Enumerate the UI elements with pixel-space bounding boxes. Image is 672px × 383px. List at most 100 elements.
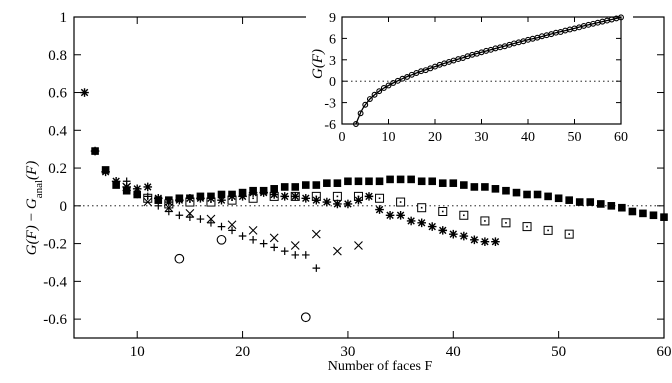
data-point-star — [427, 222, 437, 231]
data-point-star — [175, 195, 184, 205]
data-point-open-square — [480, 216, 490, 226]
y-tick-label: -0.6 — [43, 312, 67, 328]
data-point-star — [280, 192, 290, 201]
inset-y-tick-label: 0 — [329, 75, 336, 90]
data-point-filled-square — [217, 190, 226, 199]
data-point-plus — [238, 232, 247, 240]
x-tick-label: 10 — [130, 344, 145, 360]
data-point-open-square — [332, 191, 342, 201]
data-point-star — [196, 193, 205, 203]
data-point-star — [396, 210, 405, 220]
data-point-plus — [133, 190, 142, 199]
inset-data-point — [357, 110, 364, 117]
data-point-plus — [217, 222, 226, 231]
data-point-star — [438, 226, 448, 235]
data-point-x-cross — [122, 182, 132, 192]
data-point-filled-square — [575, 198, 584, 206]
inset-y-tick-label: 3 — [329, 54, 336, 69]
y-tick-label: -0.4 — [43, 274, 67, 290]
data-point-filled-square — [375, 177, 384, 186]
data-point-filled-square — [523, 190, 531, 199]
inset-data-point — [362, 101, 369, 108]
data-point-x-cross — [143, 197, 153, 207]
data-point-star — [333, 199, 342, 209]
data-point-open-circle — [216, 234, 227, 245]
data-point-star — [227, 192, 237, 201]
data-point-star — [259, 188, 268, 197]
data-point-plus — [249, 236, 257, 244]
data-point-plus — [207, 219, 215, 227]
inset-x-tick-label: 0 — [339, 130, 346, 145]
data-point-filled-square — [554, 194, 563, 203]
inset-data-point — [394, 77, 401, 84]
y-tick-label: 0 — [60, 199, 68, 215]
inset-x-tick-label: 40 — [521, 130, 535, 145]
data-point-star — [354, 195, 363, 205]
inset-x-tick-label: 60 — [614, 130, 628, 145]
data-point-plus — [154, 202, 163, 210]
data-point-filled-square — [312, 181, 321, 189]
data-point-filled-square — [596, 200, 605, 208]
data-point-x-cross — [311, 229, 321, 239]
inset-data-point — [353, 121, 359, 127]
data-point-plus — [175, 211, 184, 220]
data-point-star — [143, 182, 153, 192]
inset-y-axis-label: G(F) — [310, 49, 326, 79]
data-point-plus — [122, 177, 131, 186]
data-point-star — [375, 205, 384, 214]
data-point-filled-square — [396, 175, 405, 184]
data-point-star — [206, 193, 216, 203]
data-point-star — [312, 195, 321, 205]
inset-y-tick-label: -6 — [324, 118, 336, 133]
data-point-star — [364, 192, 374, 201]
data-point-filled-square — [512, 188, 521, 197]
data-point-filled-square — [470, 183, 479, 191]
data-point-star — [80, 88, 89, 97]
x-tick-label: 50 — [551, 344, 566, 360]
data-point-filled-square — [660, 213, 668, 221]
data-point-plus — [291, 251, 300, 259]
data-point-filled-square — [333, 179, 342, 187]
data-point-open-square — [438, 206, 448, 216]
data-point-filled-square — [449, 179, 458, 187]
data-point-open-square — [501, 218, 511, 228]
inset-data-point — [380, 85, 387, 91]
data-point-open-square — [522, 222, 532, 232]
data-point-filled-square — [618, 203, 626, 212]
data-point-filled-square — [386, 175, 394, 184]
data-point-star — [459, 231, 469, 241]
data-point-plus — [143, 192, 152, 201]
data-point-star — [90, 146, 100, 156]
data-point-filled-square — [365, 177, 373, 186]
data-point-star — [164, 197, 174, 207]
data-point-plus — [165, 207, 173, 216]
data-point-star — [406, 216, 416, 226]
inset-series-open-circle — [353, 14, 624, 127]
data-point-star — [290, 192, 300, 201]
data-point-plus — [270, 243, 278, 252]
data-point-star — [217, 195, 226, 205]
y-tick-label: 0.2 — [48, 161, 67, 177]
x-axis-label: Number of faces F — [328, 359, 433, 374]
inset-analytic-curve — [355, 16, 622, 125]
data-point-star — [301, 193, 311, 203]
inset-data-point — [385, 82, 392, 89]
inset-x-tick-label: 10 — [382, 130, 396, 145]
data-point-x-cross — [333, 246, 342, 256]
data-point-plus — [259, 239, 268, 248]
inset-x-tick-label: 50 — [568, 130, 582, 145]
inset-y-tick-label: 9 — [329, 11, 336, 26]
data-point-filled-square — [407, 175, 415, 184]
inset-data-point — [376, 88, 383, 95]
x-tick-label: 40 — [446, 344, 461, 360]
data-point-filled-square — [460, 181, 468, 189]
data-point-star — [111, 176, 121, 186]
y-tick-label: -0.2 — [43, 237, 67, 253]
data-point-open-square — [417, 203, 427, 213]
data-point-filled-square — [628, 207, 637, 216]
data-point-filled-square — [354, 177, 363, 186]
data-point-open-square — [396, 197, 406, 207]
data-point-plus — [228, 226, 236, 235]
data-point-open-circle — [174, 253, 185, 264]
